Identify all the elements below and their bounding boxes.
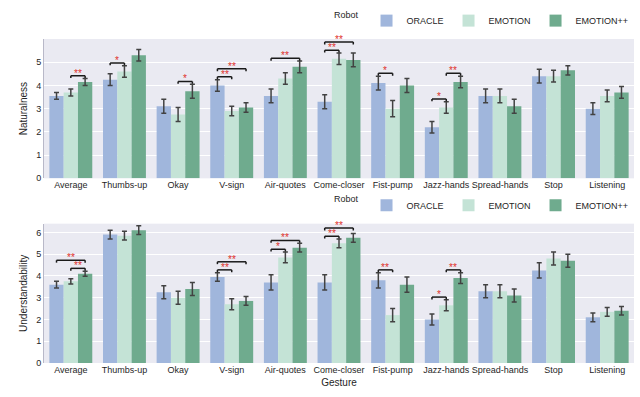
svg-text:Spread-hands: Spread-hands xyxy=(472,180,529,190)
svg-text:**: ** xyxy=(335,220,343,231)
svg-text:2: 2 xyxy=(36,127,41,137)
svg-text:2: 2 xyxy=(36,315,41,325)
svg-text:**: ** xyxy=(381,262,389,273)
svg-text:**: ** xyxy=(281,50,289,61)
svg-text:Air-quotes: Air-quotes xyxy=(265,365,307,375)
svg-text:Naturalness: Naturalness xyxy=(18,82,29,135)
svg-text:Fist-pump: Fist-pump xyxy=(373,365,413,375)
svg-text:**: ** xyxy=(335,34,343,45)
svg-text:Air-quotes: Air-quotes xyxy=(265,180,307,190)
svg-text:EMOTION: EMOTION xyxy=(489,16,531,26)
svg-text:**: ** xyxy=(228,254,236,265)
svg-text:*: * xyxy=(437,289,441,300)
svg-text:ORACLE: ORACLE xyxy=(407,16,444,26)
svg-text:Okay: Okay xyxy=(168,180,190,190)
svg-text:**: ** xyxy=(449,262,457,273)
svg-text:**: ** xyxy=(221,262,229,273)
svg-text:5: 5 xyxy=(36,57,41,67)
svg-text:3: 3 xyxy=(36,104,41,114)
svg-text:Jazz-hands: Jazz-hands xyxy=(423,180,470,190)
svg-text:**: ** xyxy=(67,252,75,263)
svg-text:0: 0 xyxy=(36,358,41,368)
svg-text:5: 5 xyxy=(36,249,41,259)
svg-text:1: 1 xyxy=(36,150,41,160)
svg-text:6: 6 xyxy=(36,228,41,238)
svg-text:**: ** xyxy=(328,228,336,239)
svg-text:Robot: Robot xyxy=(334,194,359,204)
svg-text:Listening: Listening xyxy=(589,365,625,375)
svg-text:*: * xyxy=(383,65,387,76)
svg-text:**: ** xyxy=(281,232,289,243)
svg-text:Stop: Stop xyxy=(544,180,563,190)
svg-text:ORACLE: ORACLE xyxy=(407,201,444,211)
svg-text:V-sign: V-sign xyxy=(219,365,244,375)
svg-text:Thumbs-up: Thumbs-up xyxy=(102,365,148,375)
svg-text:Robot: Robot xyxy=(334,10,359,20)
svg-text:*: * xyxy=(437,91,441,102)
svg-text:**: ** xyxy=(228,61,236,72)
svg-text:Fist-pump: Fist-pump xyxy=(373,180,413,190)
svg-text:*: * xyxy=(115,55,119,66)
svg-text:**: ** xyxy=(328,42,336,53)
svg-text:Understandability: Understandability xyxy=(18,255,29,332)
svg-text:Average: Average xyxy=(54,365,87,375)
svg-text:Thumbs-up: Thumbs-up xyxy=(102,180,148,190)
svg-text:V-sign: V-sign xyxy=(219,180,244,190)
svg-text:EMOTION++: EMOTION++ xyxy=(576,16,629,26)
svg-text:Jazz-hands: Jazz-hands xyxy=(423,365,470,375)
svg-text:Come-closer: Come-closer xyxy=(313,180,364,190)
svg-text:Stop: Stop xyxy=(544,365,563,375)
svg-text:Gesture: Gesture xyxy=(321,377,357,388)
svg-text:Spread-hands: Spread-hands xyxy=(472,365,529,375)
svg-text:4: 4 xyxy=(36,271,41,281)
svg-text:*: * xyxy=(183,73,187,84)
svg-text:4: 4 xyxy=(36,81,41,91)
svg-text:EMOTION++: EMOTION++ xyxy=(576,201,629,211)
svg-text:0: 0 xyxy=(36,173,41,183)
svg-text:**: ** xyxy=(449,65,457,76)
svg-text:Listening: Listening xyxy=(589,180,625,190)
svg-text:*: * xyxy=(276,241,280,252)
svg-text:**: ** xyxy=(74,260,82,271)
svg-text:**: ** xyxy=(74,68,82,79)
svg-text:EMOTION: EMOTION xyxy=(489,201,531,211)
svg-text:Come-closer: Come-closer xyxy=(313,365,364,375)
svg-text:**: ** xyxy=(221,69,229,80)
svg-text:Okay: Okay xyxy=(168,365,190,375)
svg-text:1: 1 xyxy=(36,336,41,346)
svg-text:3: 3 xyxy=(36,293,41,303)
svg-text:Average: Average xyxy=(54,180,87,190)
